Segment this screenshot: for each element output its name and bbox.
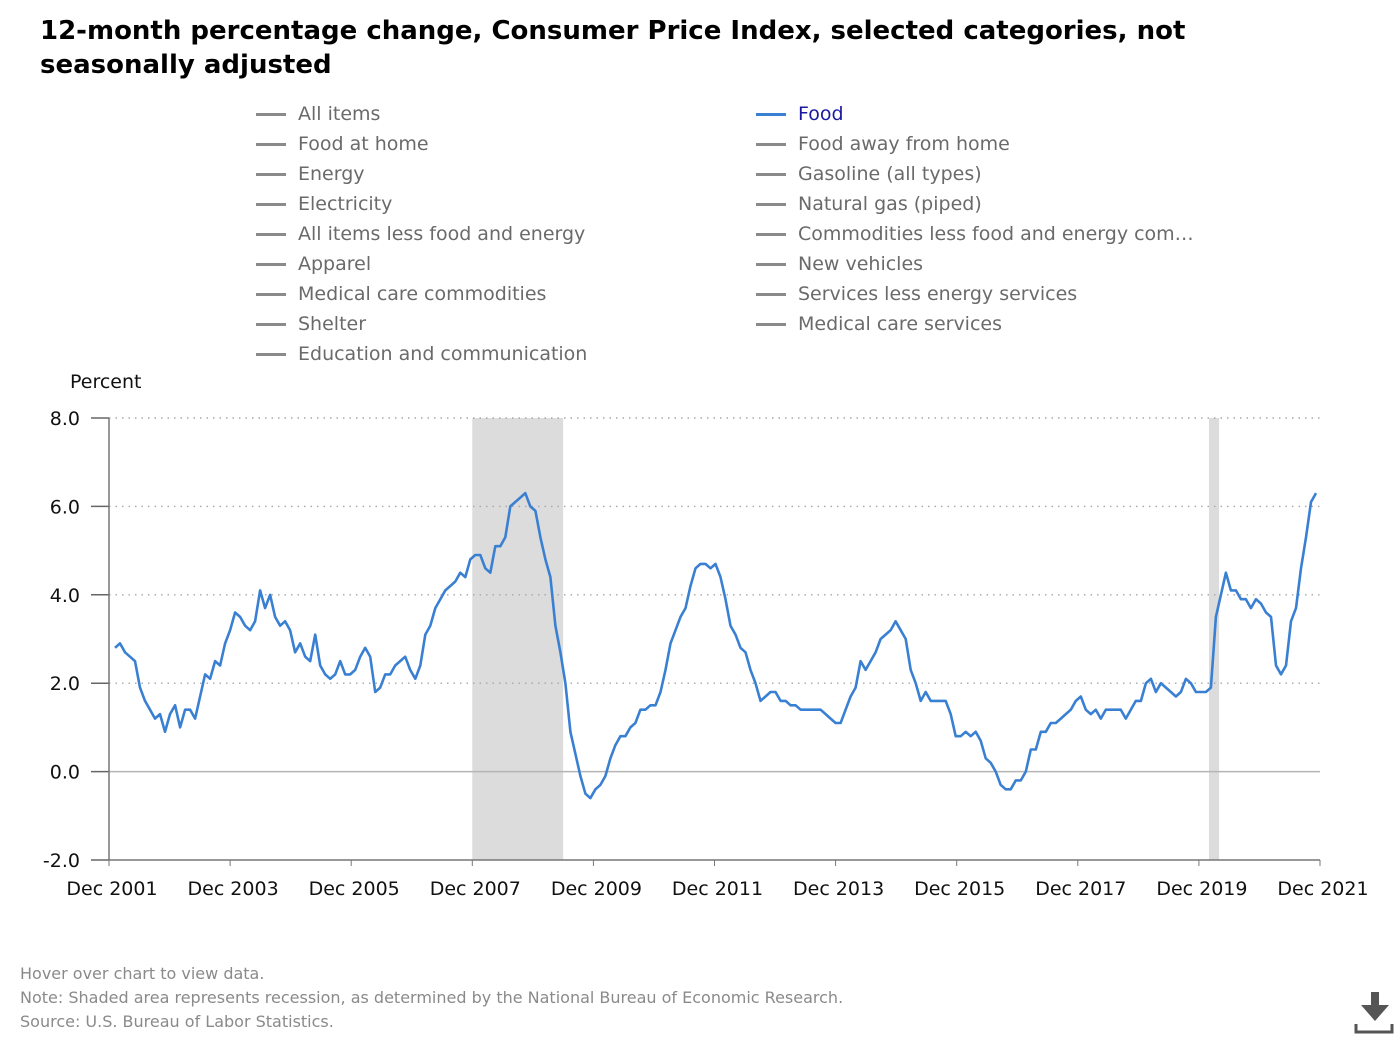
y-tick-label: -2.0 xyxy=(43,850,80,872)
legend: All items Food at home Energy Electricity Al… xyxy=(256,100,1256,370)
legend-swatch xyxy=(256,202,286,206)
legend-item[interactable]: Natural gas (piped) xyxy=(756,190,982,218)
legend-item[interactable]: Electricity xyxy=(256,190,392,218)
legend-label: Shelter xyxy=(298,313,367,335)
legend-label: Electricity xyxy=(298,193,393,215)
legend-swatch xyxy=(256,232,286,236)
legend-item[interactable]: Commodities less food and energy com… xyxy=(756,220,1194,248)
x-tick-label: Dec 2005 xyxy=(309,878,400,900)
y-tick-label: 4.0 xyxy=(50,585,80,607)
y-tick-label: 6.0 xyxy=(50,496,80,518)
y-tick-label: 0.0 xyxy=(50,762,80,784)
chart-area[interactable]: 8.0 6.0 4.0 2.0 0.0 -2.0 Percent Dec 2001 Dec 20… xyxy=(0,0,1400,960)
legend-swatch xyxy=(756,262,786,266)
legend-label: Gasoline (all types) xyxy=(798,163,982,185)
legend-swatch xyxy=(756,202,786,206)
legend-swatch xyxy=(256,352,286,356)
legend-item[interactable]: Energy xyxy=(256,160,365,188)
legend-swatch xyxy=(256,172,286,176)
legend-swatch xyxy=(756,232,786,236)
legend-swatch xyxy=(756,142,786,146)
legend-swatch xyxy=(756,112,786,116)
chart-title: 12-month percentage change, Consumer Pri… xyxy=(40,16,1186,80)
x-tick-label: Dec 2015 xyxy=(914,878,1005,900)
legend-swatch xyxy=(256,322,286,326)
legend-label: Medical care services xyxy=(798,313,1002,335)
legend-swatch xyxy=(756,322,786,326)
source-note: Source: U.S. Bureau of Labor Statistics. xyxy=(20,1012,334,1031)
y-tick-label: 8.0 xyxy=(50,408,80,430)
legend-item[interactable]: Education and communication xyxy=(256,340,587,368)
legend-item[interactable]: Food at home xyxy=(256,130,429,158)
legend-item[interactable]: Apparel xyxy=(256,250,371,278)
legend-swatch xyxy=(256,112,286,116)
x-tick-label: Dec 2007 xyxy=(430,878,521,900)
legend-swatch xyxy=(756,172,786,176)
legend-item[interactable]: New vehicles xyxy=(756,250,923,278)
legend-item[interactable]: Services less energy services xyxy=(756,280,1077,308)
x-tick-label: Dec 2013 xyxy=(793,878,884,900)
legend-item[interactable]: Gasoline (all types) xyxy=(756,160,982,188)
legend-label: Education and communication xyxy=(298,343,588,365)
legend-swatch xyxy=(256,142,286,146)
legend-item[interactable]: All items less food and energy xyxy=(256,220,585,248)
y-axis-label: Percent xyxy=(70,371,142,393)
legend-label: Food xyxy=(798,103,844,125)
legend-item[interactable]: Medical care services xyxy=(756,310,1002,338)
legend-label: All items xyxy=(298,103,381,125)
recession-note: Note: Shaded area represents recession, … xyxy=(20,988,844,1007)
series-line-food[interactable] xyxy=(114,491,1318,800)
legend-label: Medical care commodities xyxy=(298,283,547,305)
legend-label: Commodities less food and energy com… xyxy=(798,223,1194,245)
x-tick-label: Dec 2019 xyxy=(1156,878,1247,900)
x-tick-label: Dec 2021 xyxy=(1277,878,1368,900)
chart-notes: Hover over chart to view data. Note: Sha… xyxy=(20,962,843,1034)
x-tick-label: Dec 2017 xyxy=(1035,878,1126,900)
legend-swatch xyxy=(256,292,286,296)
recession-band xyxy=(472,418,564,860)
legend-label: Food away from home xyxy=(798,133,1010,155)
legend-label: Natural gas (piped) xyxy=(798,193,982,215)
legend-item[interactable]: All items xyxy=(256,100,380,128)
x-tick-label: Dec 2009 xyxy=(551,878,642,900)
legend-label: Services less energy services xyxy=(798,283,1078,305)
legend-item[interactable]: Shelter xyxy=(256,310,366,338)
legend-label: All items less food and energy xyxy=(298,223,586,245)
legend-label: New vehicles xyxy=(798,253,924,275)
x-tick-label: Dec 2001 xyxy=(66,878,157,900)
legend-label: Food at home xyxy=(298,133,429,155)
legend-swatch xyxy=(256,262,286,266)
legend-item[interactable]: Food away from home xyxy=(756,130,1010,158)
legend-swatch xyxy=(756,292,786,296)
legend-label: Energy xyxy=(298,163,365,185)
hover-hint: Hover over chart to view data. xyxy=(20,964,265,983)
x-tick-label: Dec 2011 xyxy=(672,878,763,900)
y-tick-label: 2.0 xyxy=(50,673,80,695)
legend-item[interactable]: Medical care commodities xyxy=(256,280,546,308)
download-icon[interactable] xyxy=(1352,990,1396,1036)
x-tick-label: Dec 2003 xyxy=(188,878,279,900)
legend-label: Apparel xyxy=(298,253,372,275)
legend-item[interactable]: Food xyxy=(756,100,844,128)
